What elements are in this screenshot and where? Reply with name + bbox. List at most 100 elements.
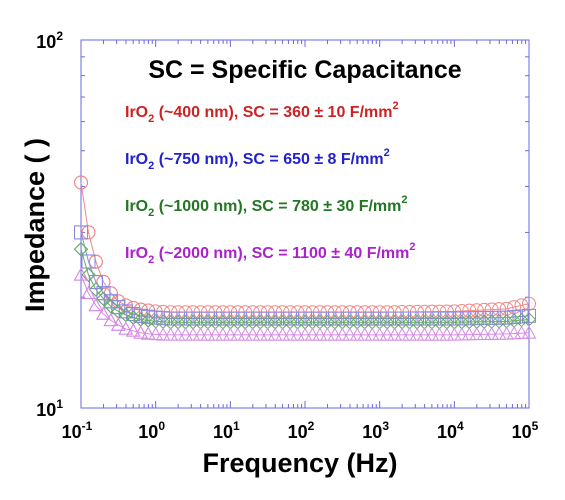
annotation-text: (~1000 nm), SC = 780 ± 30 F/mm: [154, 198, 401, 215]
data-point: [327, 327, 343, 341]
x-tick-label: 102: [288, 419, 315, 442]
data-point: [462, 311, 477, 326]
data-point: [491, 326, 507, 340]
data-point: [522, 296, 536, 311]
data-point: [305, 327, 320, 341]
data-point: [103, 299, 119, 314]
data-point: [275, 311, 290, 326]
data-point: [387, 311, 402, 326]
data-point: [507, 310, 522, 325]
annotation-superscript: 2: [401, 194, 407, 206]
data-point: [417, 311, 432, 326]
annotation-formula: IrO: [125, 198, 148, 215]
data-point: [290, 311, 305, 326]
data-point: [275, 327, 290, 341]
data-point: [424, 311, 439, 326]
y-tick-label: 101: [36, 397, 63, 420]
data-point: [447, 311, 462, 326]
data-point: [118, 321, 134, 335]
data-point: [492, 310, 507, 325]
data-point: [252, 327, 268, 341]
y-axis-title: Impedance ( ): [20, 138, 50, 312]
x-tick-label-base: 10: [62, 422, 82, 442]
data-point: [335, 311, 350, 326]
annotation-formula: IrO: [125, 104, 148, 121]
data-point: [88, 297, 104, 312]
data-point: [499, 310, 514, 325]
data-point: [469, 303, 484, 318]
data-point: [350, 311, 365, 326]
data-point: [215, 327, 231, 341]
data-point: [320, 327, 335, 341]
data-point: [342, 327, 358, 341]
data-point: [110, 317, 126, 331]
y-tick-label-base: 10: [36, 32, 56, 52]
data-point: [171, 311, 186, 326]
data-point: [253, 311, 268, 326]
data-point: [133, 325, 149, 339]
data-point: [96, 286, 111, 301]
data-point: [148, 310, 163, 325]
data-point: [163, 327, 178, 341]
sc-annotation-2: IrO2 (~750 nm), SC = 650 ± 8 F/mm2: [125, 147, 390, 172]
series-square: [74, 225, 536, 326]
sc-annotation-4: IrO2 (~2000 nm), SC = 1100 ± 40 F/mm2: [125, 241, 416, 266]
data-point: [178, 327, 193, 341]
x-tick-label-base: 10: [362, 422, 382, 442]
series-line: [80, 249, 530, 323]
data-point: [193, 327, 208, 341]
data-point: [290, 327, 305, 341]
annotation-superscript: 2: [384, 147, 390, 159]
data-point: [96, 291, 111, 307]
data-point: [432, 311, 447, 326]
x-tick-label: 100: [138, 419, 165, 442]
data-point: [230, 311, 245, 326]
data-point: [193, 311, 208, 326]
data-point: [439, 327, 455, 341]
sc-annotation-1: IrO2 (~400 nm), SC = 360 ± 10 F/mm2: [125, 100, 399, 125]
data-point: [342, 311, 357, 326]
chart-title: SC = Specific Capacitance: [148, 56, 461, 84]
data-point: [514, 309, 529, 324]
annotation-subscript: 2: [148, 113, 154, 125]
annotations-layer: IrO2 (~400 nm), SC = 360 ± 10 F/mm2 IrO2 …: [125, 100, 416, 266]
x-tick-label-exponent: -1: [82, 419, 93, 433]
data-point: [439, 311, 454, 326]
data-point: [178, 311, 193, 326]
annotation-superscript: 2: [409, 241, 415, 253]
data-point: [103, 312, 119, 327]
data-point: [215, 311, 230, 326]
data-point: [125, 323, 141, 337]
data-point: [103, 294, 118, 309]
data-point: [283, 311, 298, 326]
x-tick-label-exponent: 1: [233, 419, 240, 433]
data-point: [506, 326, 522, 340]
data-point: [484, 326, 500, 340]
y-tick-label: 102: [36, 29, 63, 52]
annotation-subscript: 2: [148, 207, 154, 219]
data-point: [96, 306, 111, 320]
x-tick-label-base: 10: [138, 422, 158, 442]
data-point: [365, 311, 380, 326]
x-tick-label-exponent: 3: [382, 419, 389, 433]
x-tick-label-base: 10: [437, 422, 457, 442]
data-point: [238, 311, 253, 326]
y-tick-label-exponent: 2: [56, 29, 63, 43]
data-point: [200, 327, 216, 341]
data-point: [387, 327, 402, 341]
data-point: [521, 325, 537, 339]
data-point: [268, 311, 283, 326]
data-point: [424, 327, 440, 341]
data-point: [298, 311, 312, 326]
x-tick-label-exponent: 0: [158, 419, 165, 433]
data-point: [267, 327, 283, 341]
sc-annotation-3: IrO2 (~1000 nm), SC = 780 ± 30 F/mm2: [125, 194, 408, 219]
plot-frame: [80, 39, 530, 409]
data-point: [81, 225, 96, 240]
x-tick-label-base: 10: [512, 422, 532, 442]
data-point: [163, 311, 178, 326]
data-point: [499, 326, 514, 340]
data-point: [73, 242, 89, 257]
data-point: [349, 327, 365, 341]
x-tick-label: 104: [437, 419, 464, 442]
